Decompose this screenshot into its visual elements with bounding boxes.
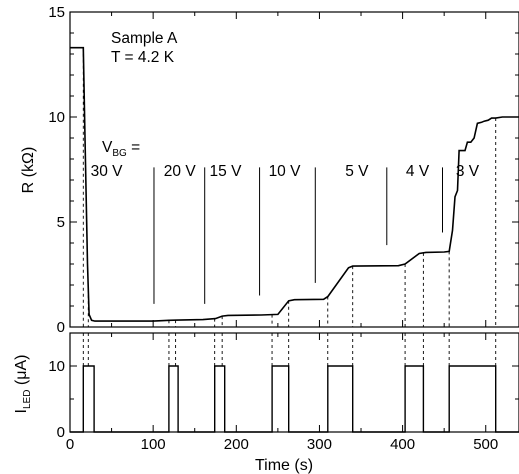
top-y-tick-label: 5 (57, 214, 65, 231)
bottom-x-tick-label: 300 (307, 436, 332, 453)
bottom-y-tick-label: 0 (57, 424, 65, 441)
voltage-label: 10 V (269, 163, 302, 180)
voltage-label: 3 V (456, 163, 480, 180)
bottom-x-tick-label: 400 (390, 436, 415, 453)
voltage-label: 30 V (91, 163, 124, 180)
gate-voltage-markers (153, 167, 444, 304)
bottom-x-tick-label: 100 (141, 436, 166, 453)
bottom-panel-frame (69, 332, 519, 433)
bottom-y-axis-label: ILED (μA) (13, 355, 33, 414)
vbg-main: V (102, 139, 113, 156)
top-y-ticks: 0 5 10 15 (48, 4, 519, 336)
bottom-dashed-guides (82, 333, 497, 366)
top-y-tick-label: 15 (48, 4, 65, 21)
top-y-tick-label: 10 (48, 109, 65, 126)
top-x-ticks (69, 12, 487, 327)
temperature-label: T = 4.2 K (111, 49, 175, 66)
sample-label: Sample A (111, 30, 178, 47)
top-panel: 0 5 10 15 Sample A T = 4.2 K VBG = 30 V 20 V… (20, 4, 519, 336)
bottom-x-tick-label: 0 (66, 436, 74, 453)
vbg-sub: BG (112, 148, 127, 159)
vbg-label: VBG = (102, 139, 140, 159)
bottom-y-ticks: 0 10 (48, 332, 519, 441)
voltage-labels: 30 V 20 V 15 V 10 V 5 V 4 V 3 V (91, 163, 480, 180)
bottom-x-tick-label: 500 (473, 436, 498, 453)
voltage-label: 20 V (164, 163, 197, 180)
top-dashed-guides (82, 47, 497, 327)
led-current-series-line (70, 365, 519, 433)
voltage-label: 5 V (345, 163, 369, 180)
resistance-series-line (70, 46, 519, 322)
x-axis-label: Time (s) (255, 457, 313, 474)
top-y-axis-label: R (kΩ) (20, 147, 37, 194)
top-panel-frame (69, 11, 519, 328)
bottom-y-tick-label: 10 (48, 358, 65, 375)
bottom-x-tick-label: 200 (224, 436, 249, 453)
top-y-tick-label: 0 (57, 319, 65, 336)
bottom-x-ticks: 0 100 200 300 400 500 (66, 333, 498, 453)
vbg-eq: = (127, 139, 140, 156)
bottom-panel: 0 10 0 100 200 300 400 500 ILED (μA) Time (s) (13, 332, 519, 474)
voltage-label: 15 V (210, 163, 243, 180)
voltage-label: 4 V (406, 163, 430, 180)
